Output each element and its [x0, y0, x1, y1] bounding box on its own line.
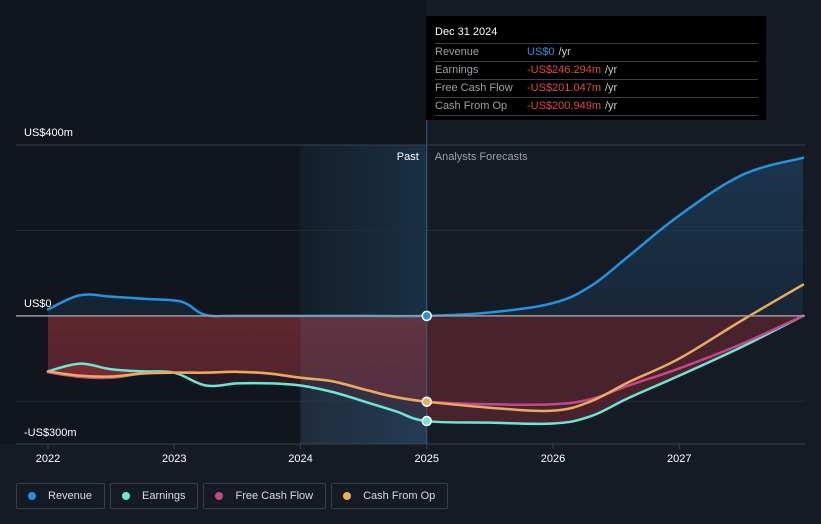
legend-label: Cash From Op: [363, 490, 436, 502]
tooltip-row-earnings: Earnings -US$246.294m /yr: [435, 62, 758, 80]
series-areas: [48, 157, 803, 444]
tooltip-date: Dec 31 2024: [435, 25, 758, 44]
series-markers: [421, 310, 432, 427]
x-axis: 2022 2023 2024 2025 2026 2027: [36, 444, 691, 465]
tooltip-row-free-cash-flow: Free Cash Flow -US$201.047m /yr: [435, 80, 758, 98]
legend-item-revenue[interactable]: Revenue: [16, 483, 106, 509]
legend: Revenue Earnings Free Cash Flow Cash Fro…: [16, 483, 449, 509]
past-earnings-area: [48, 315, 427, 422]
legend-label: Earnings: [142, 490, 186, 502]
x-tick-label: 2026: [541, 453, 565, 465]
past-label: Past: [397, 151, 419, 163]
legend-dot-icon: [122, 492, 131, 500]
legend-dot-icon: [28, 492, 36, 500]
tooltip-label: Revenue: [435, 46, 480, 58]
legend-label: Revenue: [48, 490, 93, 502]
series-line-cash-from-op: [46, 283, 805, 413]
tooltip-row-cash-from-op: Cash From Op -US$200.949m /yr: [435, 98, 758, 116]
tooltip-unit: /yr: [605, 64, 618, 76]
legend-item-free-cash-flow[interactable]: Free Cash Flow: [203, 483, 327, 509]
tooltip-row-revenue: Revenue US$0 /yr: [435, 44, 758, 62]
x-tick-label: 2022: [36, 453, 60, 465]
y-tick-label: US$0: [24, 298, 52, 310]
tooltip-label: Cash From Op: [435, 100, 508, 112]
legend-label: Free Cash Flow: [235, 490, 314, 502]
legend-dot-icon: [343, 492, 352, 500]
marker-cash-from-op: [421, 396, 432, 407]
y-tick-label: -US$300m: [24, 427, 77, 439]
tooltip-unit: /yr: [558, 46, 571, 58]
tooltip-label: Earnings: [435, 64, 479, 76]
tooltip: Dec 31 2024 Revenue US$0 /yr Earnings -U…: [426, 16, 766, 120]
tooltip-label: Free Cash Flow: [435, 82, 513, 94]
legend-dot-icon: [215, 492, 224, 500]
x-tick-label: 2027: [667, 453, 691, 465]
legend-item-earnings[interactable]: Earnings: [110, 483, 199, 509]
marker-earnings: [421, 415, 432, 427]
tooltip-value: US$0: [527, 46, 555, 58]
x-tick-label: 2024: [288, 453, 312, 465]
forecast-label: Analysts Forecasts: [435, 151, 528, 163]
x-tick-label: 2023: [162, 453, 186, 465]
forecast-loss-area: [426, 315, 803, 424]
y-axis: US$400m US$0 -US$300m: [24, 127, 77, 439]
series-line-earnings: [46, 314, 805, 426]
marker-revenue: [421, 310, 432, 322]
x-tick-label: 2025: [415, 453, 439, 465]
tooltip-value: -US$200.949m: [527, 100, 601, 112]
revenue-area: [48, 157, 803, 317]
tooltip-unit: /yr: [605, 100, 618, 112]
legend-item-cash-from-op[interactable]: Cash From Op: [331, 483, 449, 509]
y-tick-label: US$400m: [24, 127, 73, 139]
tooltip-value: -US$246.294m: [527, 64, 601, 76]
tooltip-value: -US$201.047m: [527, 82, 601, 94]
tooltip-unit: /yr: [605, 82, 618, 94]
